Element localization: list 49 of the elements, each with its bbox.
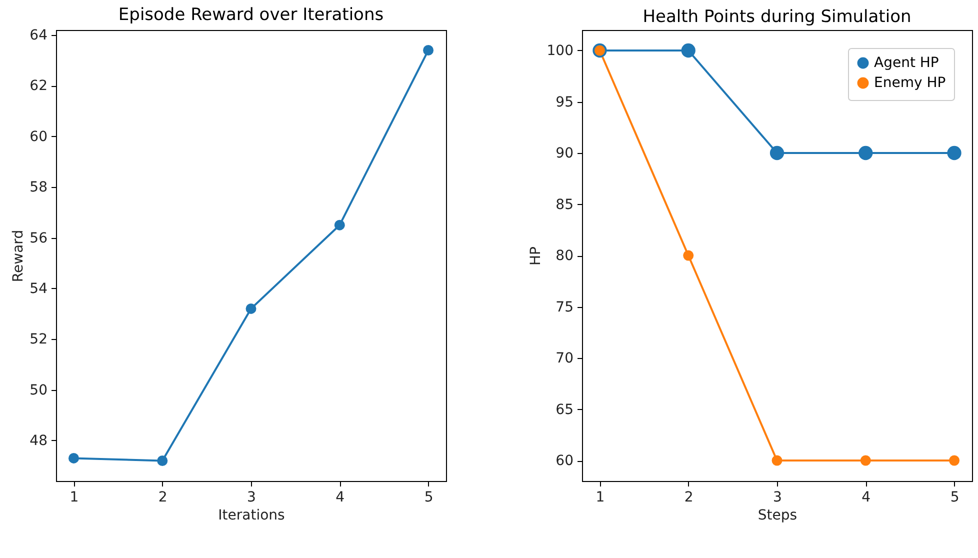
y-tick-label: 90: [556, 146, 574, 162]
point: [246, 303, 256, 314]
x-tick-label: 4: [336, 490, 345, 506]
y-tick-label: 70: [556, 350, 574, 366]
y-tick-label: 62: [30, 78, 48, 94]
point: [858, 146, 873, 160]
x-tick-label: 2: [684, 490, 694, 506]
x-axis-title: Steps: [758, 508, 798, 524]
x-tick-label: 4: [862, 490, 871, 506]
y-tick-label: 58: [30, 180, 48, 196]
point: [947, 146, 962, 160]
legend-label: Agent HP: [874, 55, 939, 71]
y-tick-label: 85: [556, 196, 574, 213]
chart-title: Health Points during Simulation: [642, 7, 912, 27]
y-tick-label: 95: [556, 94, 574, 110]
chart-title: Episode Reward over Iterations: [118, 5, 384, 26]
point: [683, 250, 694, 261]
y-tick-label: 60: [556, 453, 574, 469]
point: [334, 220, 345, 230]
y-tick-label: 100: [546, 43, 574, 59]
x-tick-label: 5: [950, 490, 960, 506]
x-tick-label: 3: [773, 490, 782, 506]
point: [681, 43, 696, 58]
y-tick-label: 75: [556, 299, 574, 316]
y-tick-label: 64: [30, 28, 48, 44]
legend-label: Enemy HP: [874, 75, 946, 91]
y-tick-label: 48: [30, 432, 48, 449]
point: [860, 455, 871, 466]
y-tick-label: 60: [30, 128, 48, 145]
y-tick-label: 50: [30, 382, 48, 398]
point: [770, 146, 784, 160]
point: [68, 452, 79, 464]
x-tick-label: 1: [70, 490, 79, 506]
x-tick-label: 5: [424, 490, 434, 506]
y-tick-label: 52: [30, 332, 48, 348]
y-tick-label: 56: [30, 230, 48, 246]
point: [772, 455, 782, 466]
x-tick-label: 1: [596, 490, 605, 506]
y-tick-label: 65: [556, 402, 574, 418]
y-tick-label: 54: [30, 280, 48, 297]
point: [949, 455, 960, 466]
point: [157, 455, 168, 466]
y-axis-title: Reward: [10, 230, 27, 282]
y-axis-title: HP: [528, 246, 544, 266]
x-tick-label: 2: [158, 490, 168, 506]
point: [423, 45, 434, 56]
y-tick-label: 80: [556, 248, 574, 264]
x-axis-title: Iterations: [218, 508, 285, 524]
x-tick-label: 3: [247, 490, 256, 506]
